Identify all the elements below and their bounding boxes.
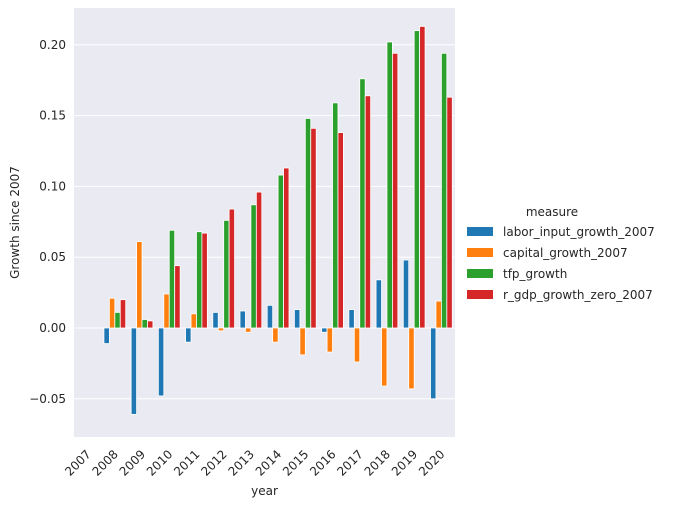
bar-labor_input_growth_2007-2009 (130, 327, 137, 415)
bar-r_gdp_growth_zero_2007-2012 (228, 208, 235, 329)
bar-labor_input_growth_2007-2018 (375, 279, 382, 329)
y-tick-label: 0.05 (39, 250, 66, 264)
legend-label-labor_input_growth_2007: labor_input_growth_2007 (503, 225, 655, 239)
legend-swatch-capital_growth_2007 (467, 248, 493, 257)
x-tick-label: 2019 (389, 447, 420, 478)
y-tick-label: 0.00 (39, 321, 66, 335)
legend-swatch-r_gdp_growth_zero_2007 (467, 290, 493, 299)
bar-r_gdp_growth_zero_2007-2014 (283, 167, 290, 329)
x-axis-title: year (251, 484, 278, 498)
x-tick-label: 2017 (334, 447, 365, 478)
x-tick-label: 2015 (280, 447, 311, 478)
bar-labor_input_growth_2007-2010 (157, 327, 165, 397)
y-axis-title: Growth since 2007 (8, 166, 22, 279)
bar-capital_growth_2007-2020 (435, 300, 442, 329)
legend-swatch-tfp_growth (467, 269, 493, 278)
bar-labor_input_growth_2007-2011 (185, 327, 192, 343)
x-tick-label: 2014 (253, 447, 284, 478)
bar-capital_growth_2007-2015 (299, 327, 306, 356)
bar-capital_growth_2007-2009 (136, 241, 143, 329)
bar-labor_input_growth_2007-2014 (266, 304, 274, 329)
x-tick-label: 2008 (89, 447, 120, 478)
y-tick-label: −0.05 (29, 392, 66, 406)
bar-capital_growth_2007-2012 (217, 327, 225, 332)
bar-capital_growth_2007-2017 (353, 327, 361, 363)
bar-tfp_growth-2017 (359, 78, 366, 329)
bar-tfp_growth-2010 (168, 229, 176, 329)
bar-r_gdp_growth_zero_2007-2019 (419, 26, 426, 329)
legend: measure labor_input_growth_2007 capital_g… (467, 205, 655, 302)
bars (103, 26, 453, 415)
y-tick-label: 0.20 (39, 38, 66, 52)
bar-labor_input_growth_2007-2015 (294, 309, 301, 329)
x-tick-label: 2020 (416, 447, 447, 478)
bar-r_gdp_growth_zero_2007-2010 (174, 265, 181, 329)
legend-label-tfp_growth: tfp_growth (503, 267, 567, 281)
bar-tfp_growth-2019 (413, 30, 421, 329)
bar-r_gdp_growth_zero_2007-2015 (310, 127, 317, 329)
x-tick-label: 2018 (362, 447, 393, 478)
bar-labor_input_growth_2007-2016 (321, 327, 328, 333)
legend-swatch-labor_input_growth_2007 (467, 227, 493, 236)
x-tick-label: 2010 (144, 447, 175, 478)
bar-labor_input_growth_2007-2020 (430, 327, 437, 400)
bar-tfp_growth-2014 (277, 174, 284, 329)
legend-label-capital_growth_2007: capital_growth_2007 (503, 246, 628, 260)
x-tick-label: 2013 (226, 447, 257, 478)
y-axis-ticks: −0.05 0.00 0.05 0.10 0.15 0.20 (29, 38, 66, 406)
bar-capital_growth_2007-2019 (408, 327, 415, 390)
bar-capital_growth_2007-2008 (108, 297, 116, 329)
x-tick-label: 2012 (198, 447, 229, 478)
bar-r_gdp_growth_zero_2007-2016 (337, 132, 344, 329)
bar-labor_input_growth_2007-2012 (212, 312, 219, 329)
bar-capital_growth_2007-2014 (272, 327, 279, 343)
bar-tfp_growth-2016 (332, 102, 339, 329)
y-tick-label: 0.15 (39, 109, 66, 123)
bar-tfp_growth-2012 (223, 219, 230, 329)
x-axis-ticks: 2007200820092010201120122013201420152016… (62, 447, 447, 478)
x-tick-label: 2009 (117, 447, 148, 478)
bar-capital_growth_2007-2013 (245, 327, 252, 333)
x-tick-label: 2016 (307, 447, 338, 478)
bar-labor_input_growth_2007-2019 (402, 259, 410, 329)
x-tick-label: 2011 (171, 447, 202, 478)
legend-title: measure (526, 205, 578, 219)
bar-r_gdp_growth_zero_2007-2018 (392, 52, 399, 329)
bar-r_gdp_growth_zero_2007-2008 (119, 299, 127, 329)
bar-capital_growth_2007-2011 (190, 313, 197, 329)
bar-capital_growth_2007-2010 (163, 293, 170, 329)
x-tick-label: 2007 (62, 447, 93, 478)
bar-r_gdp_growth_zero_2007-2013 (255, 191, 263, 329)
bar-tfp_growth-2008 (114, 312, 121, 329)
bar-labor_input_growth_2007-2013 (239, 310, 246, 329)
legend-label-r_gdp_growth_zero_2007: r_gdp_growth_zero_2007 (503, 288, 653, 302)
bar-labor_input_growth_2007-2008 (103, 327, 110, 344)
y-tick-label: 0.10 (39, 179, 66, 193)
bar-capital_growth_2007-2016 (326, 327, 333, 353)
bar-r_gdp_growth_zero_2007-2011 (201, 232, 208, 329)
bar-r_gdp_growth_zero_2007-2020 (446, 96, 453, 329)
bar-tfp_growth-2011 (196, 231, 203, 329)
bar-tfp_growth-2018 (386, 41, 393, 329)
bar-tfp_growth-2009 (141, 319, 148, 329)
bar-tfp_growth-2020 (440, 52, 448, 329)
bar-r_gdp_growth_zero_2007-2017 (364, 95, 372, 329)
bar-tfp_growth-2015 (304, 118, 312, 329)
bar-tfp_growth-2013 (250, 204, 257, 329)
bar-capital_growth_2007-2018 (381, 327, 388, 387)
bar-labor_input_growth_2007-2017 (348, 309, 355, 329)
bar-r_gdp_growth_zero_2007-2009 (147, 320, 154, 329)
